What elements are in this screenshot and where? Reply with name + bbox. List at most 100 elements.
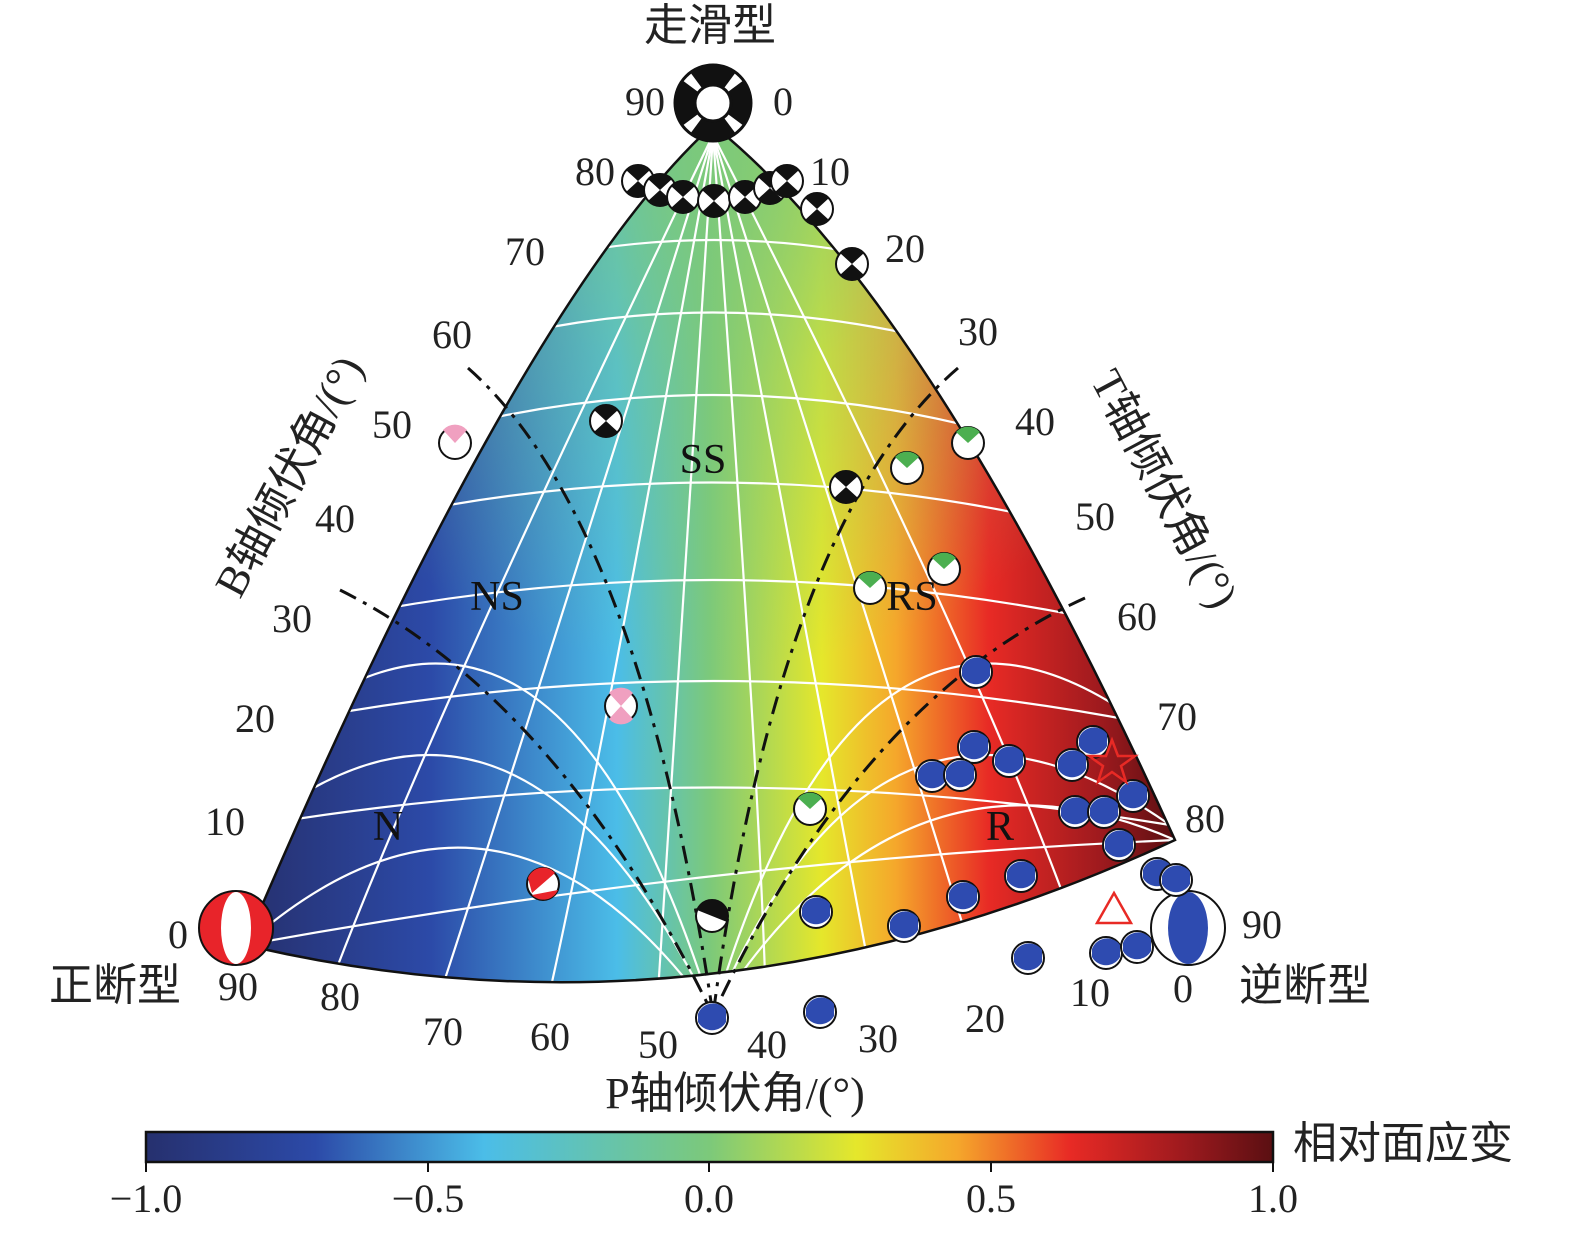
beachball-event: [799, 895, 833, 929]
beachball-event: [803, 995, 837, 1029]
normal-fault-label: 正断型: [49, 961, 181, 1010]
colorbar-tick-label: 0.5: [966, 1176, 1016, 1221]
zone-label-ss: SS: [680, 437, 727, 483]
star-marker: [1085, 736, 1139, 786]
b-tick: 0: [168, 912, 188, 957]
beachball-event: [915, 759, 949, 793]
colorbar-tick-label: −0.5: [392, 1176, 465, 1221]
beachball-event: [1058, 795, 1092, 829]
p-axis-ticks: 90 80 70 60 50 40 30 20 10 0: [218, 964, 1193, 1067]
t-tick: 10: [810, 149, 850, 194]
colorbar-label: 相对面应变: [1293, 1119, 1513, 1168]
t-tick: 0: [773, 79, 793, 124]
p-tick: 50: [638, 1022, 678, 1067]
beachball-event: [793, 792, 827, 826]
triangle-marker: [1094, 890, 1134, 925]
beachball-event: [853, 571, 887, 605]
beachball-event: [604, 687, 638, 725]
beachball-event: [887, 909, 921, 943]
reverse-fault-label: 逆断型: [1239, 961, 1371, 1010]
beachball-event: [526, 867, 560, 901]
p-tick: 70: [423, 1009, 463, 1054]
t-tick: 20: [885, 226, 925, 271]
beachball-event: [957, 730, 991, 764]
beachball-event: [697, 184, 731, 218]
boundary-lines: [339, 366, 1086, 1016]
beachball-event: [1055, 748, 1089, 782]
t-tick: 80: [1185, 796, 1225, 841]
zone-label-n: N: [373, 804, 403, 850]
beachball-strike-slip-reference: [673, 63, 753, 143]
beachball-event: [951, 426, 985, 460]
p-tick: 80: [320, 974, 360, 1019]
colorbar-gradient: [144, 1130, 1275, 1164]
beachball-event: [927, 552, 961, 586]
grid-lines: [245, 134, 1175, 983]
beachball-event: [890, 451, 924, 485]
beachball-event: [589, 404, 623, 438]
beachball-normal-reference: [198, 890, 274, 966]
beachball-event: [770, 164, 804, 198]
b-tick: 20: [235, 696, 275, 741]
beachball-event: [1004, 859, 1038, 893]
beachball-reverse-reference: [1150, 890, 1226, 966]
p-tick: 30: [858, 1016, 898, 1061]
t-tick: 90: [1242, 902, 1282, 947]
zone-labels: SS NS RS N R: [373, 437, 1014, 850]
colorbar-tick-label: 1.0: [1248, 1176, 1298, 1221]
t-tick: 50: [1075, 494, 1115, 539]
colorbar-tick-marks: [145, 1162, 1274, 1172]
b-tick: 30: [272, 596, 312, 641]
beachball-event: [1089, 936, 1123, 970]
beachball-event: [959, 655, 993, 689]
b-tick: 10: [205, 799, 245, 844]
p-tick: 60: [530, 1014, 570, 1059]
ternary-outline: [243, 123, 1177, 984]
beachball-event: [1120, 930, 1154, 964]
b-axis-ticks: 90 80 70 60 50 40 30 20 10 0: [168, 79, 665, 957]
b-tick: 50: [372, 402, 412, 447]
beachball-event: [1116, 779, 1150, 813]
beachball-event: [1102, 828, 1136, 862]
colorbar-tick-label: −1.0: [110, 1176, 183, 1221]
beachball-event: [800, 192, 834, 226]
b-tick: 80: [575, 149, 615, 194]
beachball-event: [1076, 725, 1110, 759]
p-tick: 40: [747, 1022, 787, 1067]
beachball-event: [695, 1001, 729, 1035]
b-tick: 60: [432, 312, 472, 357]
beachball-event: [992, 744, 1026, 778]
beachball-event: [946, 880, 980, 914]
beachball-event: [1159, 863, 1193, 897]
b-tick: 40: [315, 496, 355, 541]
colorbar-tick-label: 0.0: [684, 1176, 734, 1221]
t-axis-ticks: 0 10 20 30 40 50 60 70 80 90: [773, 79, 1282, 947]
beachball-event: [438, 424, 472, 460]
p-axis-title: P轴倾伏角/(°): [605, 1069, 865, 1118]
zone-label-rs: RS: [886, 574, 937, 620]
beachball-event: [829, 470, 863, 504]
b-axis-title: B轴倾伏角/(°): [206, 348, 373, 605]
b-tick: 70: [505, 229, 545, 274]
beachball-event: [695, 899, 729, 933]
colorbar: −1.0 −0.5 0.0 0.5 1.0 相对面应变: [110, 1119, 1513, 1221]
strike-slip-events: [621, 164, 869, 281]
zone-label-ns: NS: [470, 574, 524, 620]
beachball-event: [728, 180, 762, 214]
beachball-event: [943, 758, 977, 792]
t-axis-title: T轴倾伏角/(°): [1081, 362, 1247, 616]
t-tick: 60: [1117, 594, 1157, 639]
p-tick: 10: [1070, 970, 1110, 1015]
other-events: [438, 404, 1193, 1035]
b-tick: 90: [625, 79, 665, 124]
zone-label-r: R: [986, 804, 1014, 850]
strike-slip-label: 走滑型: [644, 1, 776, 50]
p-tick: 90: [218, 964, 258, 1009]
beachball-event: [1087, 795, 1121, 829]
beachball-event: [835, 247, 869, 281]
ternary-field: [245, 125, 1175, 983]
t-tick: 40: [1015, 399, 1055, 444]
beachball-event: [1011, 941, 1045, 975]
p-tick: 0: [1173, 966, 1193, 1011]
